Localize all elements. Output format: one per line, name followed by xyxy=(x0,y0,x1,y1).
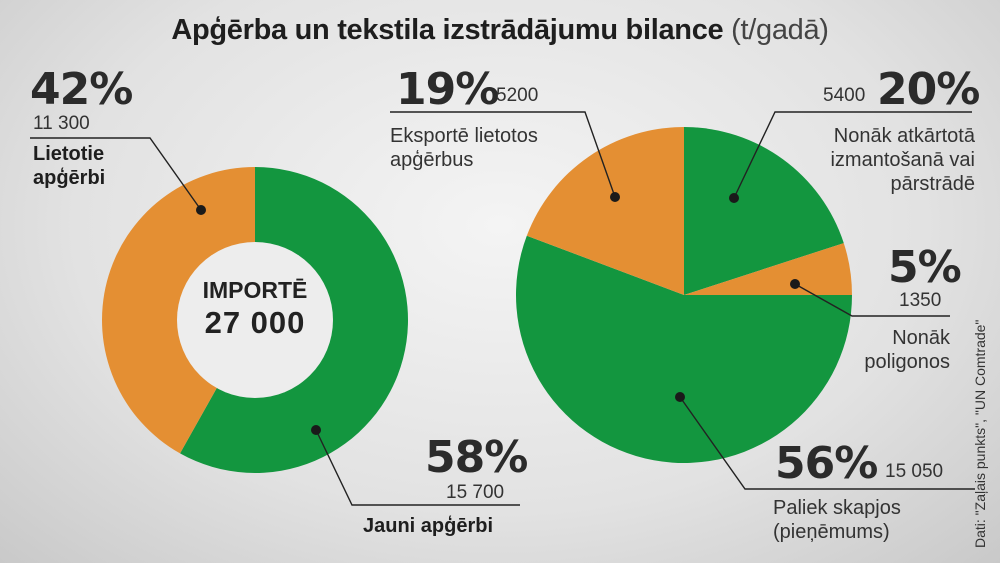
slice-value-new: 15 700 xyxy=(446,482,505,503)
slice-value-used: 11 300 xyxy=(33,113,90,134)
slice-label-landfill-line1: Nonāk xyxy=(892,327,950,349)
slice-label-closets-line1: Paliek skapjos xyxy=(773,497,901,519)
slice-label-new: Jauni apģērbi xyxy=(363,515,494,537)
slice-percent-closets: 56% xyxy=(775,438,878,489)
slice-label-used-text: Lietotie apģērbi xyxy=(33,143,106,189)
donut-center-value: 27 000 xyxy=(204,305,306,340)
leader-reuse-dot xyxy=(729,193,739,203)
donut-center: IMPORTĒ 27 000 xyxy=(190,276,320,342)
slice-label-closets-line2: (pieņēmums) xyxy=(773,521,890,543)
leader-export xyxy=(390,111,616,198)
leader-new xyxy=(315,429,520,506)
leader-lines xyxy=(30,111,975,506)
slice-label-reuse-line3: pārstrādē xyxy=(890,173,976,195)
slice-percent-used: 42% xyxy=(30,64,133,115)
slice-value-export: 5200 xyxy=(496,85,539,106)
slice-reuse xyxy=(684,127,844,295)
donut-center-label: IMPORTĒ xyxy=(202,277,308,303)
slice-label-used: Lietotie apģērbi xyxy=(33,142,153,190)
slice-label-landfill: Nonāk poligonos xyxy=(830,326,950,374)
title-text: Apģērba un tekstila izstrādājumu bilance xyxy=(171,14,724,46)
leader-used xyxy=(30,137,202,211)
slice-value-reuse: 5400 xyxy=(823,85,866,106)
slice-percent-landfill: 5% xyxy=(888,242,962,293)
slice-label-export-line1: Eksportē lietotos xyxy=(390,125,538,147)
leader-export-dot xyxy=(610,192,620,202)
slice-label-export-line2: apģērbus xyxy=(390,149,474,171)
slice-closets xyxy=(516,235,852,463)
leader-used-dot xyxy=(196,205,206,215)
slice-landfill xyxy=(684,243,852,295)
leader-closets-dot xyxy=(675,392,685,402)
slice-export xyxy=(526,127,684,295)
slice-percent-export: 19% xyxy=(396,64,499,115)
slice-percent-new: 58% xyxy=(425,432,528,483)
slice-label-reuse: Nonāk atkārtotā izmantošanā vai pārstrād… xyxy=(790,124,975,196)
leader-new-dot xyxy=(311,425,321,435)
leader-landfill-dot xyxy=(790,279,800,289)
slice-label-export: Eksportē lietotos apģērbus xyxy=(390,124,538,172)
slice-value-closets: 15 050 xyxy=(885,461,944,482)
leader-reuse xyxy=(733,111,972,199)
chart-title: Apģērba un tekstila izstrādājumu bilance… xyxy=(0,14,1000,47)
slice-label-closets: Paliek skapjos (pieņēmums) xyxy=(773,496,901,544)
slice-percent-reuse: 20% xyxy=(877,64,980,115)
title-unit: (t/gadā) xyxy=(731,14,829,46)
usage-pie-chart xyxy=(516,127,852,463)
slice-label-reuse-line1: Nonāk atkārtotā xyxy=(833,125,975,147)
slice-value-landfill: 1350 xyxy=(899,290,942,311)
leader-landfill xyxy=(794,283,950,317)
leader-closets xyxy=(679,396,975,490)
slice-label-landfill-line2: poligonos xyxy=(864,351,950,373)
donut-hole xyxy=(177,242,333,398)
source-note: Dati: "Zaļais punkts", "UN Comtrade" xyxy=(972,319,988,548)
slice-label-reuse-line2: izmantošanā vai xyxy=(830,149,975,171)
import-donut-chart xyxy=(101,167,408,473)
